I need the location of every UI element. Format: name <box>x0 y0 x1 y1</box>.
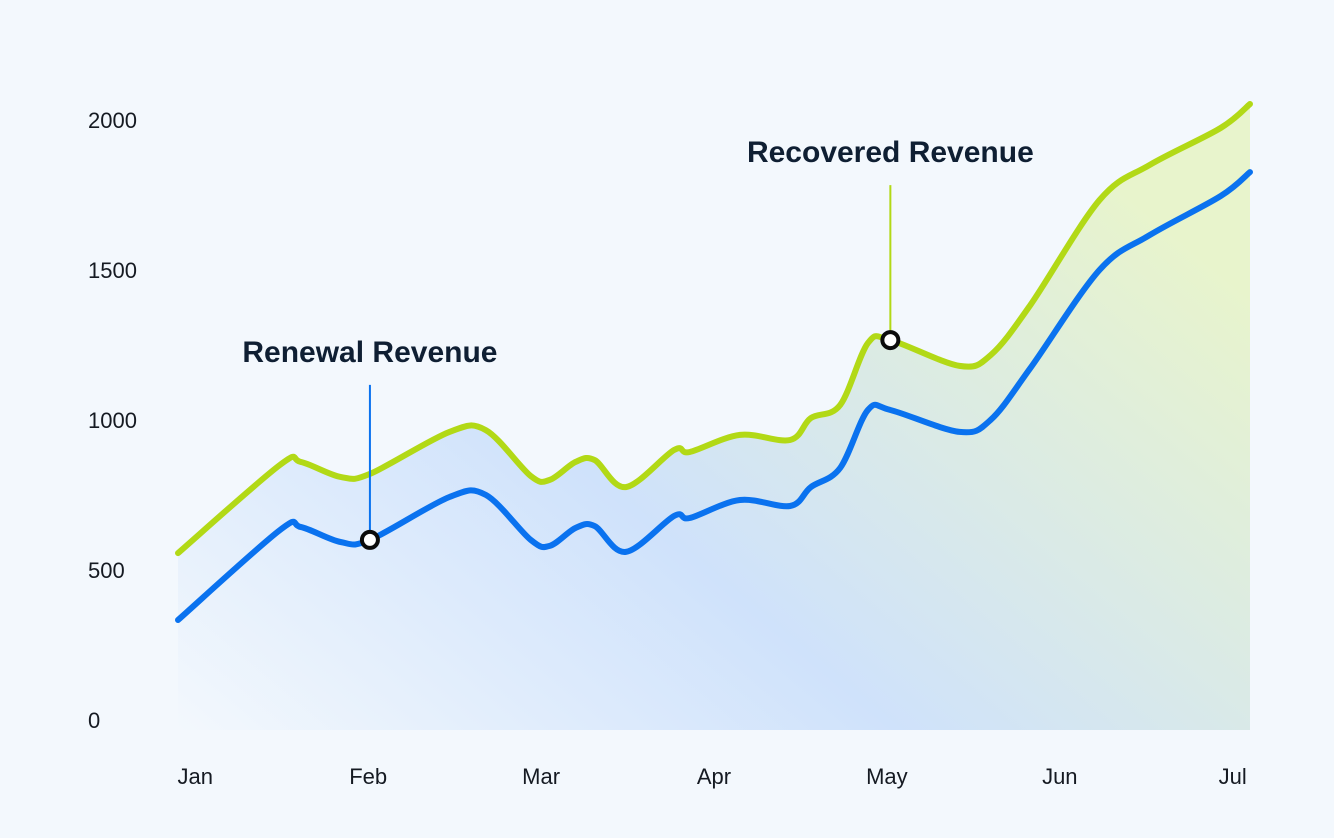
x-tick-label: Apr <box>697 764 731 789</box>
x-tick-label: Mar <box>522 764 560 789</box>
x-tick-label: Jul <box>1219 764 1247 789</box>
series-line <box>175 101 1253 557</box>
x-tick-label: May <box>866 764 908 789</box>
x-tick-label: Jan <box>178 764 213 789</box>
series-annotation: Recovered Revenue <box>747 136 1034 169</box>
y-tick-label: 500 <box>88 558 125 583</box>
y-tick-label: 1000 <box>88 408 137 433</box>
highlight-marker <box>880 330 901 351</box>
highlight-marker <box>359 529 380 550</box>
x-tick-label: Feb <box>349 764 387 789</box>
x-tick-label: Jun <box>1042 764 1077 789</box>
series-annotation: Renewal Revenue <box>242 336 497 369</box>
y-tick-label: 0 <box>88 708 100 733</box>
y-tick-label: 2000 <box>88 108 137 133</box>
area <box>178 104 1250 730</box>
y-tick-label: 1500 <box>88 258 137 283</box>
